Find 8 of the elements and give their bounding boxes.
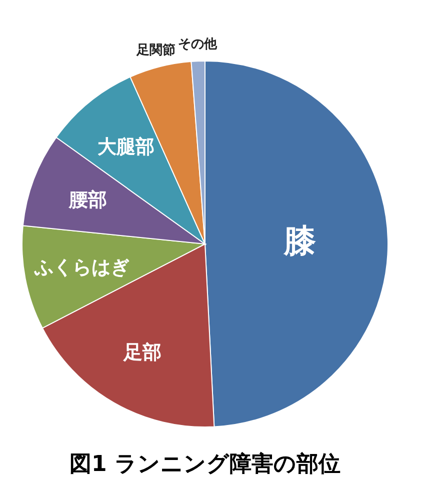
slice-label: 大腿部	[97, 136, 154, 158]
slice-label: 足部	[122, 341, 162, 364]
slice-label: その他	[178, 37, 218, 52]
slice-label: 膝	[282, 222, 316, 260]
text: 図1 ランニング障害の部位	[70, 451, 340, 477]
slice-label: ふくらはぎ	[34, 256, 130, 278]
slice-label: 足関節	[135, 43, 176, 58]
slice-label: 腰部	[68, 188, 108, 211]
